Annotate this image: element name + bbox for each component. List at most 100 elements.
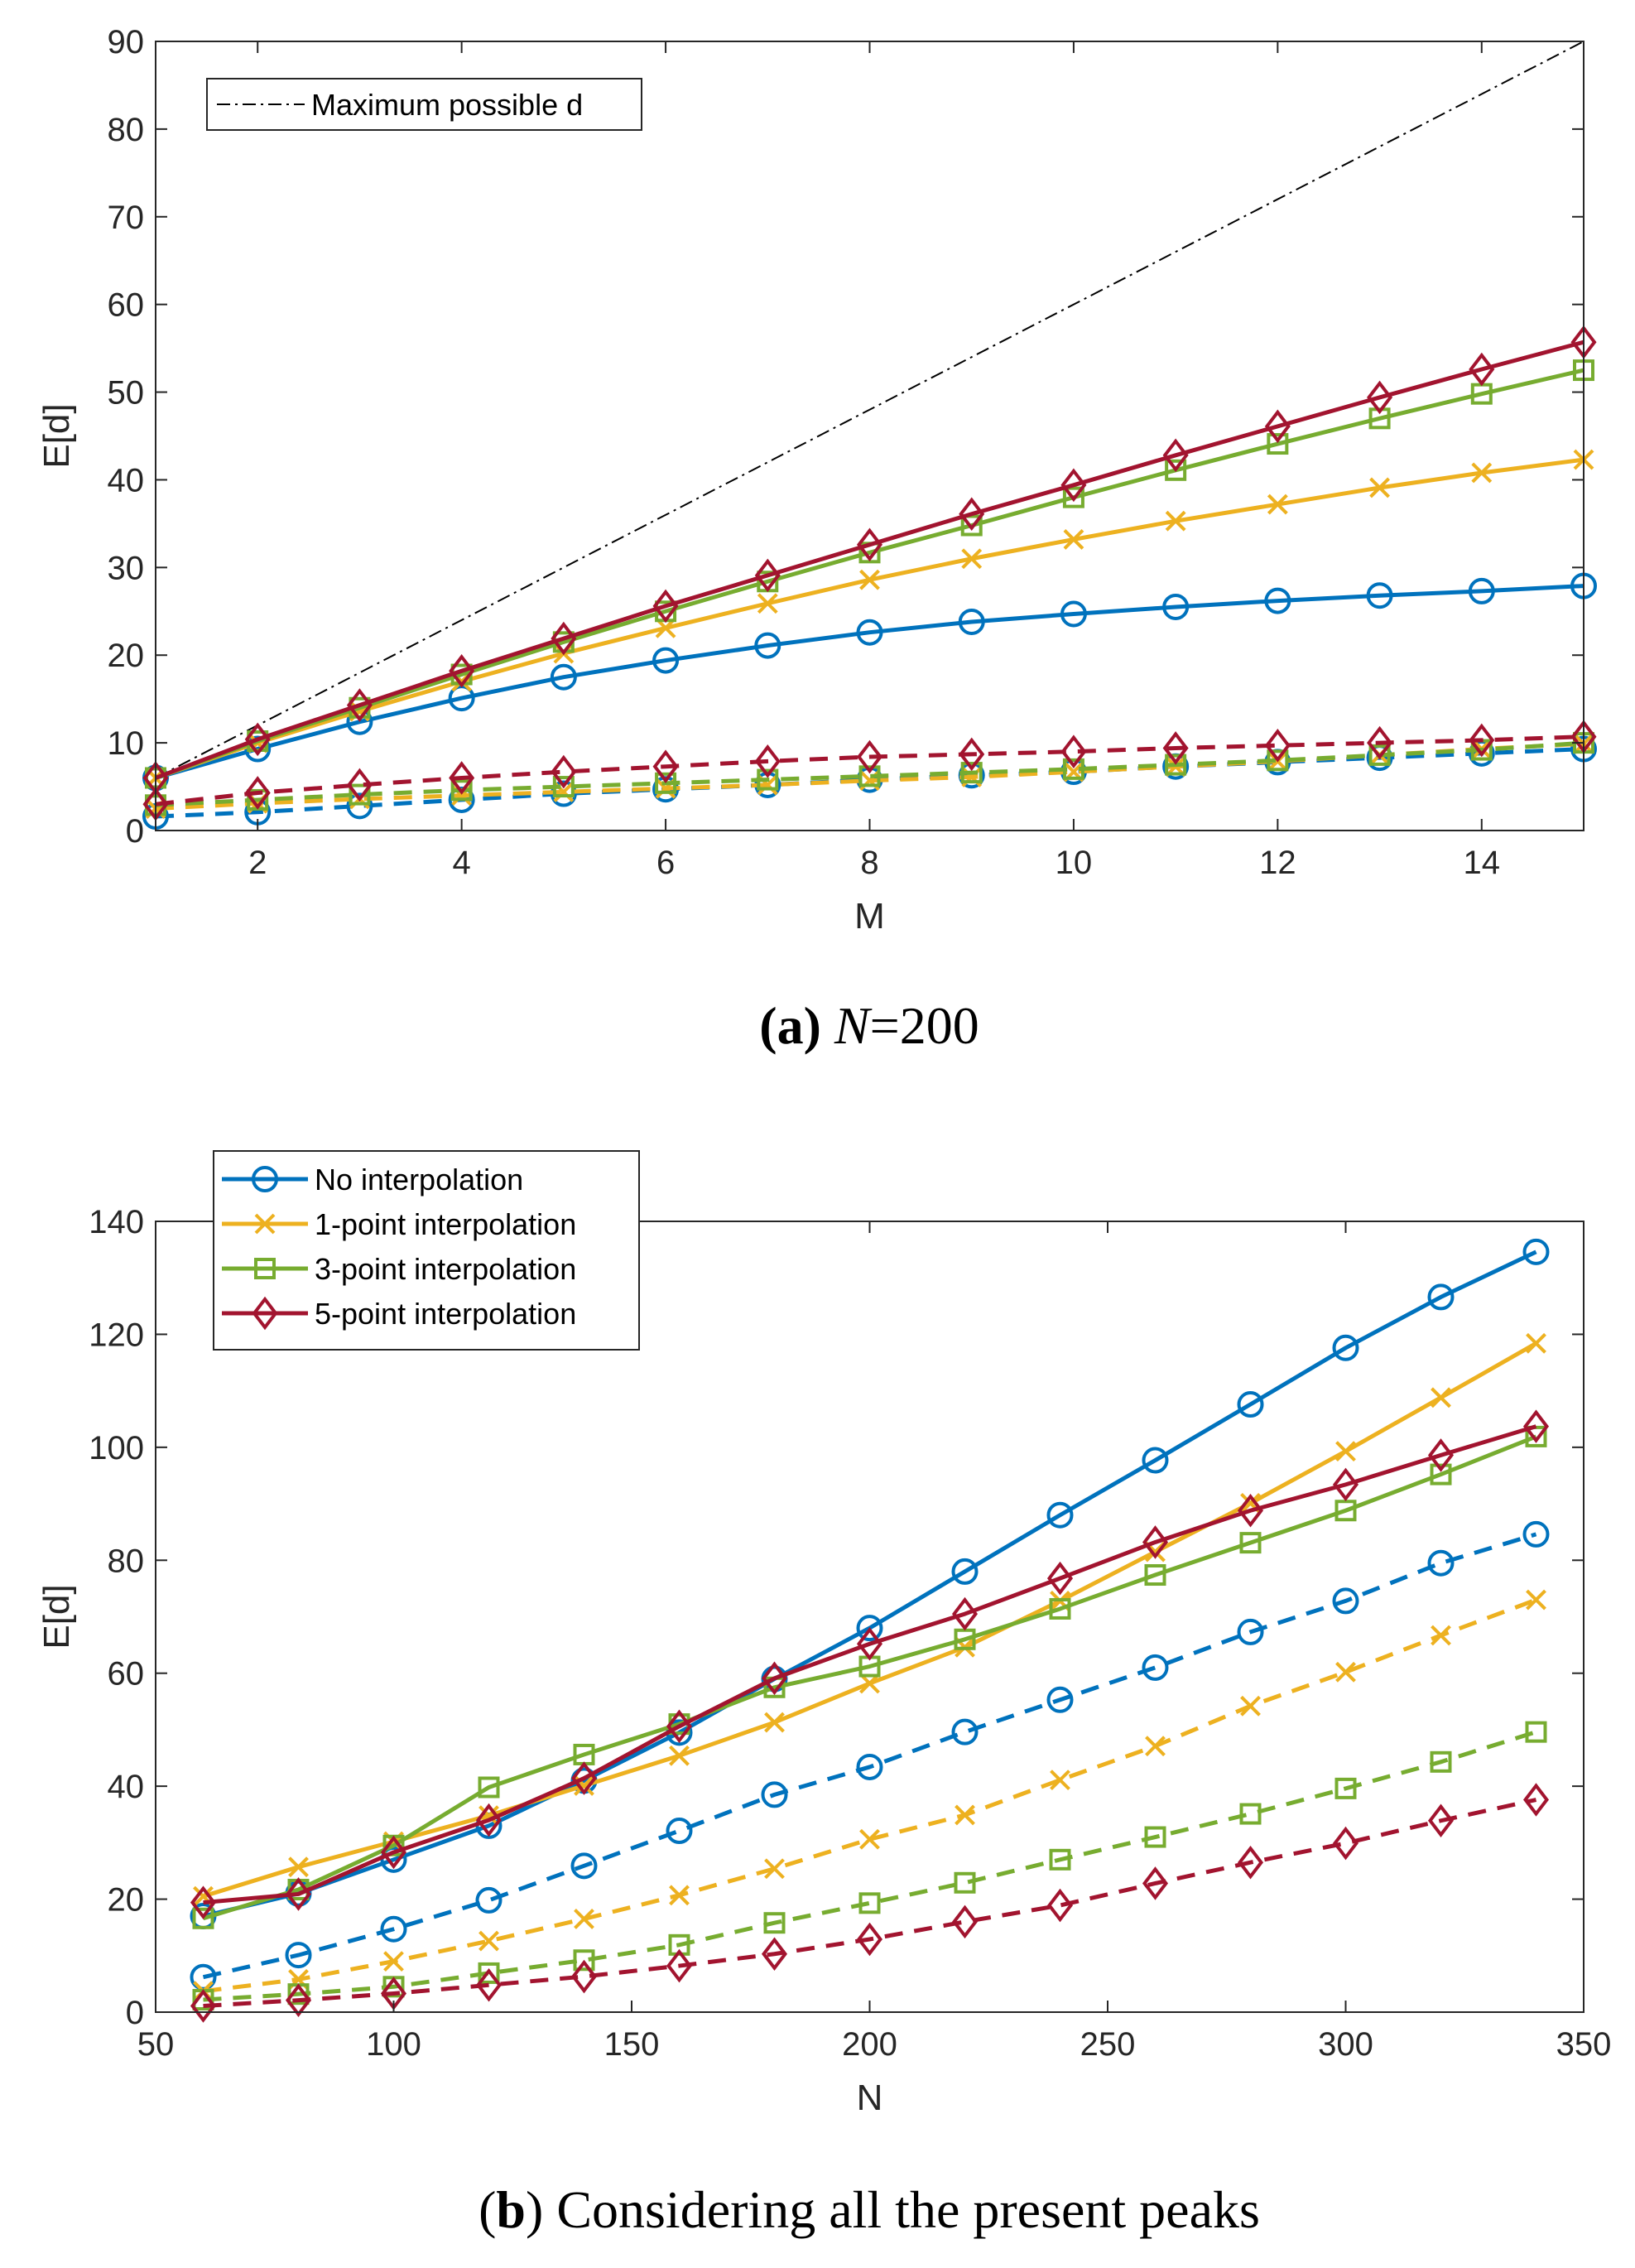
data-point xyxy=(1334,1777,1357,1799)
data-point xyxy=(1165,510,1186,532)
series-line xyxy=(155,368,1585,780)
data-point xyxy=(550,663,577,691)
data-point xyxy=(951,1596,979,1631)
data-point xyxy=(1237,1845,1264,1880)
x-tick-label: 50 xyxy=(137,2026,175,2063)
data-point xyxy=(757,768,779,791)
data-point xyxy=(1522,1783,1550,1817)
data-point xyxy=(450,779,473,802)
data-point xyxy=(858,765,881,787)
data-point xyxy=(244,722,271,757)
data-point xyxy=(959,497,985,532)
data-point xyxy=(349,783,371,806)
data-point xyxy=(1060,734,1087,768)
data-point xyxy=(1427,1803,1455,1838)
data-point xyxy=(1334,1500,1357,1522)
data-point xyxy=(380,1835,407,1870)
series-line xyxy=(203,1730,1537,2002)
series-five_point-solid xyxy=(142,325,1597,795)
data-point xyxy=(858,1892,881,1914)
data-point xyxy=(859,1828,880,1850)
data-point xyxy=(1427,1438,1455,1472)
data-point xyxy=(757,593,778,614)
legend-entry-no_interp: No interpolation xyxy=(222,1163,523,1197)
x-tick-label: 250 xyxy=(1080,2026,1136,2063)
legend-entry-one_point: 1-point interpolation xyxy=(222,1207,576,1241)
data-point xyxy=(955,1804,975,1826)
y-tick-label: 10 xyxy=(108,725,145,762)
data-point xyxy=(346,768,373,802)
y-tick-label: 70 xyxy=(108,200,145,236)
data-point xyxy=(1237,1391,1264,1418)
legend-entry-three_point: 3-point interpolation xyxy=(222,1252,576,1286)
data-point xyxy=(666,1948,693,1983)
data-point xyxy=(346,688,373,722)
data-point xyxy=(1062,486,1084,508)
data-point xyxy=(475,1803,503,1837)
data-point xyxy=(1526,1332,1546,1354)
data-point xyxy=(190,1963,217,1991)
data-point xyxy=(669,1745,690,1766)
x-tick-label: 14 xyxy=(1464,845,1501,881)
data-point xyxy=(192,1907,214,1929)
data-point xyxy=(669,1885,690,1906)
data-point xyxy=(1144,1826,1166,1848)
data-point xyxy=(856,1753,883,1780)
data-point xyxy=(1165,754,1187,776)
legend-label: 5-point interpolation xyxy=(315,1297,576,1331)
series-five_point-solid xyxy=(190,1409,1550,1919)
x-tick-label: 100 xyxy=(366,2026,421,2063)
data-point xyxy=(551,621,577,656)
data-point xyxy=(764,1858,785,1880)
data-point xyxy=(856,619,883,646)
x-tick-label: 4 xyxy=(453,845,471,881)
data-point xyxy=(1142,1866,1169,1900)
series-line xyxy=(202,1532,1537,1980)
caption-a: (a) N=200 xyxy=(759,996,979,1055)
data-point xyxy=(552,776,575,798)
data-point xyxy=(859,569,880,590)
legend-box xyxy=(213,1150,640,1351)
data-point xyxy=(666,1818,693,1845)
data-point xyxy=(1060,600,1087,628)
y-tick-label: 30 xyxy=(108,550,145,586)
data-point xyxy=(1239,1803,1262,1825)
y-tick-label: 100 xyxy=(89,1430,144,1466)
legend-entry-five_point: 5-point interpolation xyxy=(222,1296,576,1331)
series-three_point-dashed xyxy=(145,732,1594,816)
y-axis-label: E[d] xyxy=(36,1584,77,1649)
y-tick-label: 140 xyxy=(89,1204,144,1240)
data-point xyxy=(951,1904,979,1939)
x-tick-label: 6 xyxy=(656,845,675,881)
legend-marker xyxy=(254,1213,276,1235)
data-point xyxy=(1267,494,1288,515)
legend-label: 1-point interpolation xyxy=(315,1207,576,1241)
data-point xyxy=(1239,1532,1262,1554)
data-point xyxy=(1522,1520,1550,1548)
data-point xyxy=(1062,758,1084,780)
data-point xyxy=(1430,1463,1452,1486)
y-axis-label: E[d] xyxy=(36,403,77,468)
legend-marker xyxy=(252,1296,278,1331)
data-point xyxy=(1046,1561,1074,1596)
data-point xyxy=(1144,1564,1166,1587)
series-line xyxy=(203,1424,1537,1905)
data-point xyxy=(856,739,883,774)
series-line xyxy=(155,734,1585,807)
data-point xyxy=(761,1937,788,1972)
legend-label: Maximum possible d xyxy=(311,88,583,122)
x-axis-label: N xyxy=(857,2078,883,2118)
data-point xyxy=(1430,1750,1452,1773)
legend-marker xyxy=(254,1258,276,1279)
data-point xyxy=(1046,1686,1074,1713)
data-point xyxy=(652,589,679,624)
data-point xyxy=(1063,529,1084,550)
data-point xyxy=(1367,725,1393,760)
data-point xyxy=(478,1930,499,1952)
data-point xyxy=(1332,1467,1359,1502)
data-point xyxy=(475,1967,503,2002)
y-tick-label: 0 xyxy=(126,813,144,850)
data-point xyxy=(960,762,983,784)
data-point xyxy=(1335,1661,1356,1683)
data-point xyxy=(961,548,983,570)
